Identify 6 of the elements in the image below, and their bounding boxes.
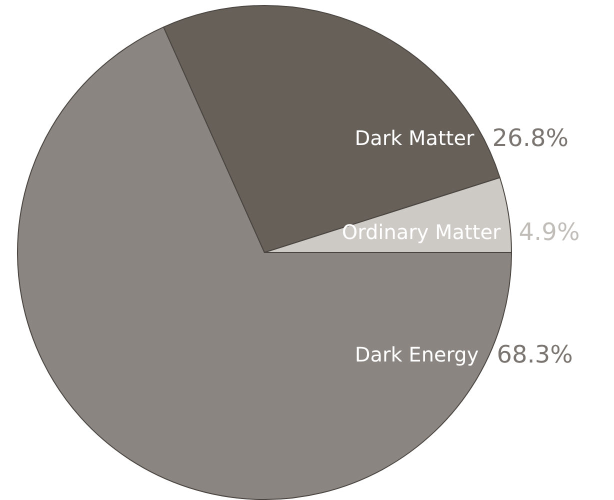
- slice-label: Dark Matter: [354, 126, 476, 150]
- data-label: 68.3%: [496, 340, 573, 368]
- data-label: 4.9%: [518, 218, 580, 246]
- slice-label: Dark Energy: [354, 342, 479, 366]
- data-label: 26.8%: [492, 124, 569, 152]
- slice-label: Ordinary Matter: [342, 220, 502, 244]
